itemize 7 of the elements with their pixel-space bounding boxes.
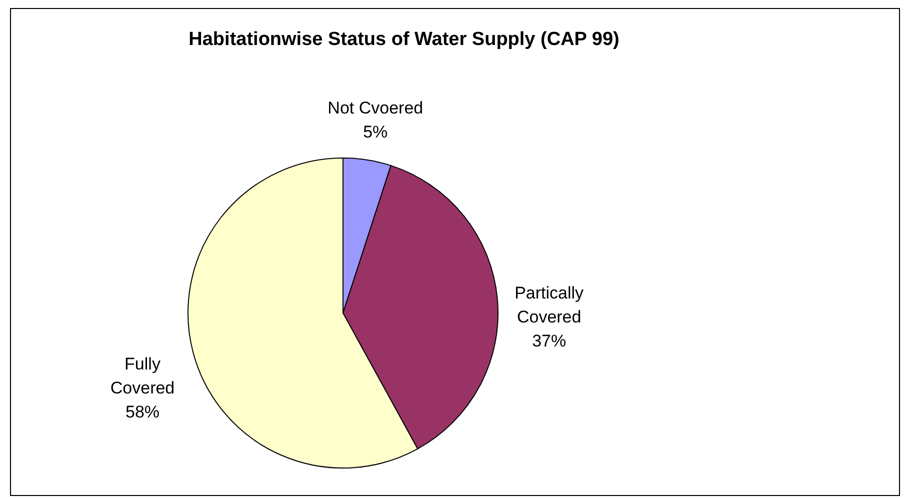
slice-label: Not Cvoered	[328, 98, 424, 118]
slice-label: Fully Covered	[110, 354, 175, 398]
data-label: 58%	[125, 402, 160, 422]
slice-label: Partically Covered	[514, 284, 584, 327]
chart-title: Habitationwise Status of Water Supply (CAP 99)	[188, 29, 620, 50]
data-label: 5%	[363, 122, 388, 142]
data-label: 37%	[532, 332, 566, 351]
